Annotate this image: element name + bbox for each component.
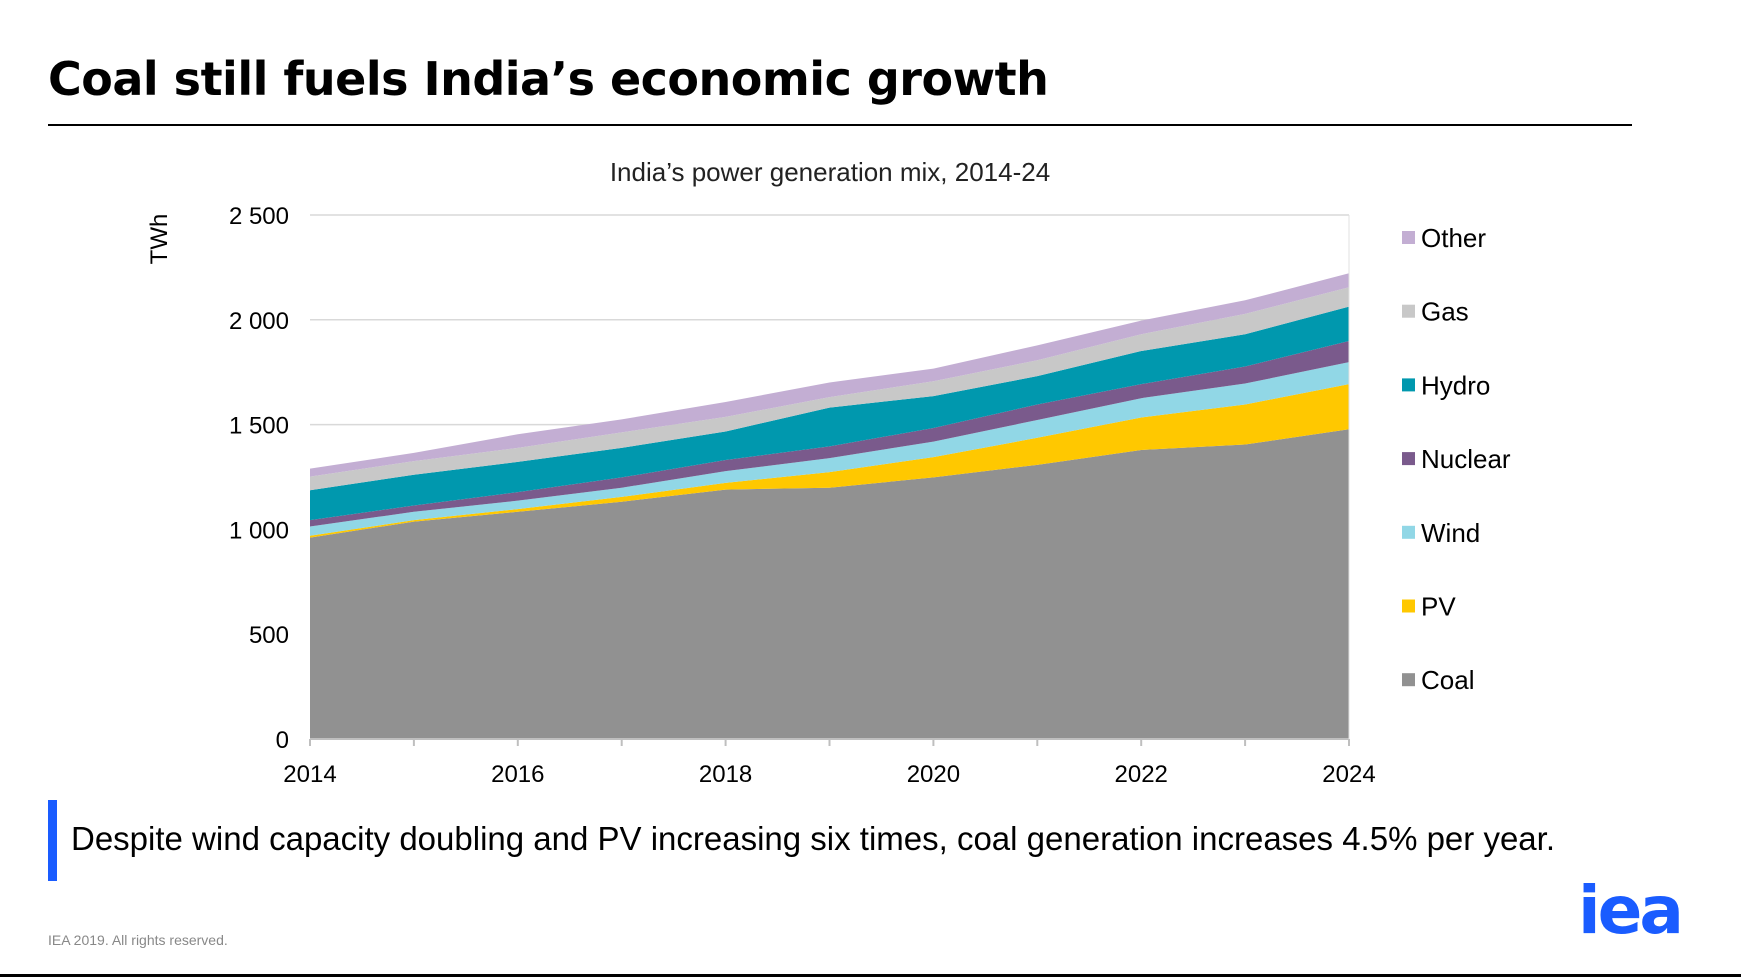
x-tick-label: 2016	[491, 761, 544, 788]
y-tick-label: 0	[276, 727, 289, 754]
legend-swatch	[1402, 599, 1415, 613]
legend-label: Gas	[1421, 297, 1469, 327]
legend-item-gas: Gas	[1402, 297, 1469, 327]
title-divider	[48, 124, 1632, 126]
legend-item-hydro: Hydro	[1402, 370, 1490, 400]
legend-swatch	[1402, 231, 1415, 244]
area-hydro	[310, 306, 1349, 521]
chart-title: India’s power generation mix, 2014-24	[610, 157, 1050, 187]
legend-swatch	[1402, 378, 1415, 392]
legend-item-nuclear: Nuclear	[1402, 444, 1511, 474]
area-coal	[310, 429, 1349, 739]
y-tick-label: 2 500	[229, 203, 289, 230]
x-tick-label: 2014	[283, 761, 336, 788]
legend-label: Hydro	[1421, 370, 1490, 400]
area-wind	[310, 362, 1349, 536]
y-axis-label: TWh	[146, 214, 173, 265]
callout-text: Despite wind capacity doubling and PV in…	[71, 820, 1555, 857]
legend-item-wind: Wind	[1402, 518, 1480, 548]
iea-logo: iea	[1578, 872, 1684, 949]
legend-item-coal: Coal	[1402, 665, 1474, 695]
y-tick-label: 500	[249, 622, 289, 649]
legend-label: Coal	[1421, 665, 1474, 695]
callout-accent-bar	[48, 800, 57, 881]
x-tick-label: 2020	[907, 761, 960, 788]
legend-swatch	[1402, 304, 1415, 318]
legend-label: Nuclear	[1421, 444, 1511, 474]
y-tick-label: 1 000	[229, 517, 289, 544]
legend-label: Other	[1421, 223, 1486, 253]
area-other	[310, 273, 1349, 477]
x-tick-label: 2018	[699, 761, 752, 788]
legend-swatch	[1402, 452, 1415, 466]
y-tick-label: 2 000	[229, 308, 289, 335]
x-tick-label: 2024	[1322, 761, 1375, 788]
copyright-footer: IEA 2019. All rights reserved.	[48, 932, 228, 948]
legend-swatch	[1402, 673, 1415, 687]
x-tick-label: 2022	[1115, 761, 1168, 788]
legend-label: PV	[1421, 592, 1456, 622]
legend-swatch	[1402, 525, 1415, 539]
area-nuclear	[310, 340, 1349, 527]
legend-label: Wind	[1421, 518, 1480, 548]
y-tick-label: 1 500	[229, 413, 289, 440]
generation-mix-chart: India’s power generation mix, 2014-24 TW…	[146, 157, 1511, 788]
legend-item-other: Other	[1402, 223, 1486, 253]
legend-item-pv: PV	[1402, 592, 1456, 622]
slide-title: Coal still fuels India’s economic growth	[48, 52, 1049, 106]
bottom-border	[0, 974, 1741, 977]
area-gas	[310, 287, 1349, 491]
